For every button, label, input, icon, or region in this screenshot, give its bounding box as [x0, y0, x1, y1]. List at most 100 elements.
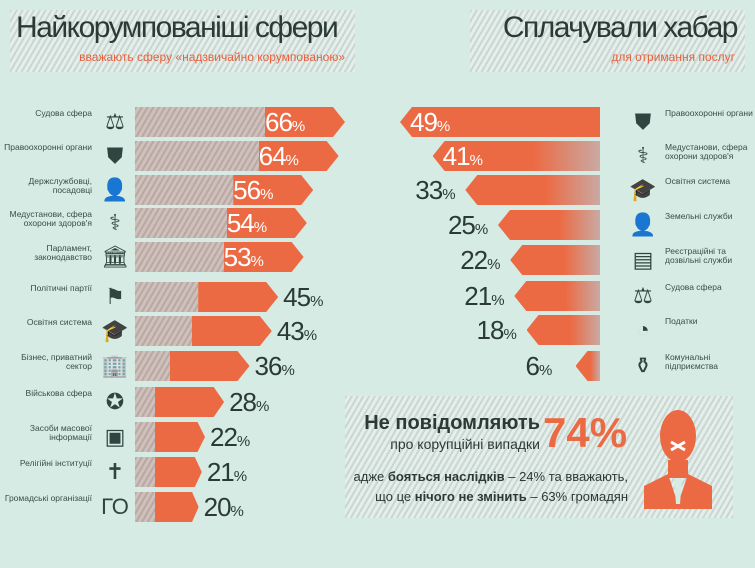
- value-number: 66: [265, 107, 293, 137]
- bar-row: Освітня система 🎓 43%: [0, 316, 360, 346]
- bar-base: [135, 242, 224, 272]
- value-unit: %: [303, 327, 317, 344]
- value-number: 21: [464, 281, 492, 311]
- bar-label: Освітня система: [665, 176, 731, 186]
- bar-label: Релігійні інституції: [19, 458, 92, 468]
- bar-base: [135, 457, 155, 487]
- bar-row: Парламент, законодавство 🏛 53%: [0, 242, 360, 272]
- value-unit: %: [291, 118, 305, 135]
- gavel-icon: ⚖: [633, 283, 653, 308]
- text-bold: нічого не змінить: [414, 489, 527, 504]
- value-unit: %: [487, 256, 500, 273]
- value-number: 21: [206, 457, 235, 487]
- value-number: 25: [447, 210, 476, 240]
- bar-row: Засоби масової інформації ▣ 22%: [0, 422, 360, 452]
- bar-base: [135, 492, 155, 522]
- bar: [514, 281, 600, 311]
- bar-value: 25%: [447, 210, 488, 245]
- callout-subtitle: про корупційні випадки: [390, 436, 540, 452]
- bar-row: 41% ⚕ Медустанови, сфера охорони здоров'я: [0, 141, 755, 171]
- bar-row: Бізнес, приватний сектор 🏢 36%: [0, 351, 360, 381]
- right-title: Сплачували хабар: [502, 11, 739, 44]
- text: адже: [353, 469, 388, 484]
- bar: [526, 315, 600, 345]
- value-number: 18: [476, 315, 505, 345]
- bar-value: 22%: [210, 422, 250, 457]
- callout-line2: що це нічого не змінить – 63% громадян: [375, 489, 628, 504]
- bar-value: 33%: [415, 175, 455, 210]
- bar-value: 21%: [206, 457, 247, 492]
- bar: [465, 175, 600, 205]
- bar: [258, 141, 339, 171]
- bar-base: [135, 387, 155, 417]
- bar: [265, 107, 345, 137]
- bar-value: 66%: [265, 107, 305, 142]
- value-number: 6: [525, 351, 541, 381]
- bar-value: 64%: [258, 141, 299, 176]
- text: – 63% громадян: [526, 489, 628, 504]
- text-bold: бояться наслідків: [387, 469, 505, 484]
- bar-row: Держслужбовці, посадовці 👤 56%: [0, 175, 360, 205]
- callout-line1: адже бояться наслідків – 24% та вважають…: [354, 469, 628, 484]
- bar-row: 25% 👤 Земельні служби: [0, 210, 755, 240]
- bar-label: Судова сфера: [665, 282, 722, 292]
- bar-row: 21% ⚖ Судова сфера: [0, 281, 755, 311]
- bar-value: 21%: [464, 281, 504, 316]
- bar-value: 41%: [443, 141, 483, 176]
- value-number: 53: [223, 242, 252, 272]
- bar-label: Політичні партії: [30, 283, 92, 293]
- bar-label: Бізнес, приватний сектор: [21, 352, 92, 371]
- bar: [575, 351, 600, 381]
- value-unit: %: [285, 152, 299, 169]
- value-number: 56: [233, 175, 261, 205]
- value-number: 64: [258, 141, 287, 171]
- value-number: 22: [460, 245, 488, 275]
- bar-base: [135, 282, 199, 312]
- bar: [226, 208, 307, 238]
- value-unit: %: [230, 503, 244, 520]
- silenced-person-icon: [644, 410, 712, 509]
- bar-value: 43%: [276, 316, 317, 351]
- value-number: 43: [276, 316, 305, 346]
- bar-row: 33% 🎓 Освітня система: [0, 175, 755, 205]
- value-unit: %: [474, 221, 488, 238]
- bar-value: 45%: [283, 282, 323, 317]
- value-unit: %: [233, 468, 247, 485]
- bar-base: [135, 175, 234, 205]
- bar-label: Громадські організації: [4, 493, 92, 503]
- bar-row: 22% ▤ Реєстраційні та дозвільні служби: [0, 245, 755, 275]
- value-unit: %: [281, 362, 294, 379]
- bar: [400, 107, 600, 137]
- value-number: 33: [415, 175, 443, 205]
- pie-chart-icon: ◔: [636, 317, 650, 342]
- bar: [497, 210, 600, 240]
- bar-row: Громадські організації ГО 20%: [0, 492, 360, 522]
- bar-row: Політичні партії ⚑ 45%: [0, 282, 360, 312]
- bar-label: Освітня система: [26, 317, 92, 327]
- bar: [198, 282, 279, 312]
- value-number: 28: [229, 387, 257, 417]
- bar-value: 6%: [525, 351, 553, 386]
- bar-base: [135, 141, 259, 171]
- bar-value: 56%: [233, 175, 273, 210]
- left-header: Найкорумпованіші сфери вважають сферу «н…: [10, 10, 355, 72]
- bar-base: [135, 208, 227, 238]
- bar: [155, 387, 225, 417]
- official-icon: 👤: [101, 177, 129, 202]
- value-unit: %: [250, 253, 264, 270]
- value-unit: %: [236, 433, 250, 450]
- party-icon: ⚑: [105, 284, 125, 309]
- bar-row: 49% ⛊ Правоохоронні органи: [0, 107, 755, 137]
- bar-base: [135, 316, 192, 346]
- value-number: 22: [210, 422, 238, 452]
- bar-value: 22%: [460, 245, 500, 280]
- value-unit: %: [253, 219, 267, 236]
- right-subtitle: для отримання послуг: [611, 50, 735, 64]
- bar: [155, 457, 202, 487]
- graduation-cap-icon: 🎓: [629, 177, 657, 202]
- media-icon: ▣: [104, 424, 126, 449]
- value-unit: %: [491, 292, 504, 309]
- bar: [432, 141, 600, 171]
- bar-row: Правоохоронні органи ⛊ 64%: [0, 141, 360, 171]
- medical-icon: ⚕: [109, 210, 121, 235]
